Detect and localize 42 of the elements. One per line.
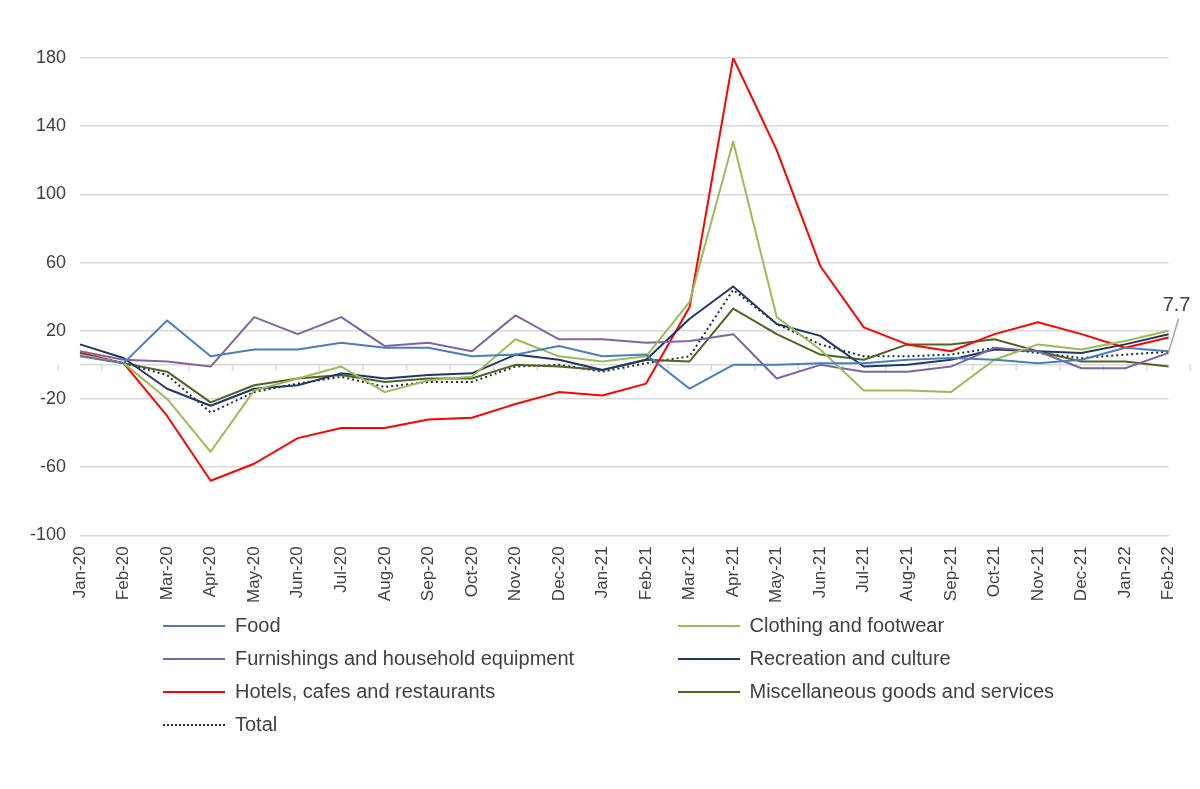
x-tick-label: Jan-21 xyxy=(592,546,612,599)
legend-label: Hotels, cafes and restaurants xyxy=(235,680,496,703)
y-tick-label: -60 xyxy=(40,456,67,477)
x-tick-label: Feb-21 xyxy=(635,546,655,601)
x-tick-label: Nov-20 xyxy=(505,546,525,602)
x-tick-label: Aug-20 xyxy=(374,546,394,602)
legend-label: Clothing and footwear xyxy=(749,614,945,637)
x-tick-label: Jun-21 xyxy=(809,546,829,599)
x-tick-label: Jul-21 xyxy=(853,546,873,593)
x-tick-label: Jul-20 xyxy=(330,546,350,593)
y-tick-label: 20 xyxy=(46,319,67,340)
x-tick-label: Jan-20 xyxy=(69,546,89,599)
legend-label: Total xyxy=(235,713,278,736)
x-tick-label: Dec-21 xyxy=(1071,546,1091,602)
x-tick-label: Aug-21 xyxy=(897,546,917,602)
x-tick-label: Mar-20 xyxy=(156,546,176,601)
x-tick-label: Feb-20 xyxy=(113,546,133,601)
x-tick-label: Oct-21 xyxy=(984,546,1004,598)
x-tick-label: May-21 xyxy=(766,546,786,603)
x-tick-label: Sep-21 xyxy=(940,546,960,602)
y-tick-label: 140 xyxy=(35,115,67,136)
x-tick-label: Oct-20 xyxy=(461,546,481,598)
y-tick-label: 100 xyxy=(35,183,67,204)
x-tick-label: Feb-22 xyxy=(1158,546,1178,601)
y-tick-label: 180 xyxy=(35,46,67,67)
x-tick-label: Jun-20 xyxy=(287,546,307,599)
y-tick-label: -20 xyxy=(40,387,67,408)
x-tick-label: Jan-22 xyxy=(1114,546,1134,599)
x-tick-label: Apr-20 xyxy=(200,546,220,598)
x-tick-label: Apr-21 xyxy=(722,546,742,598)
legend-label: Food xyxy=(235,614,281,637)
legend-label: Recreation and culture xyxy=(749,647,951,670)
legend-label: Miscellaneous goods and services xyxy=(749,680,1055,703)
y-tick-label: -100 xyxy=(30,524,67,545)
y-tick-label: 60 xyxy=(46,251,67,272)
x-tick-label: May-20 xyxy=(243,546,263,603)
x-tick-label: Nov-21 xyxy=(1027,546,1047,602)
legend-label: Furnishings and household equipment xyxy=(235,647,575,670)
annotation: 7.7 xyxy=(1162,293,1191,316)
x-tick-label: Sep-20 xyxy=(418,546,438,602)
x-tick-label: Dec-20 xyxy=(548,546,568,602)
x-tick-label: Mar-21 xyxy=(679,546,699,601)
